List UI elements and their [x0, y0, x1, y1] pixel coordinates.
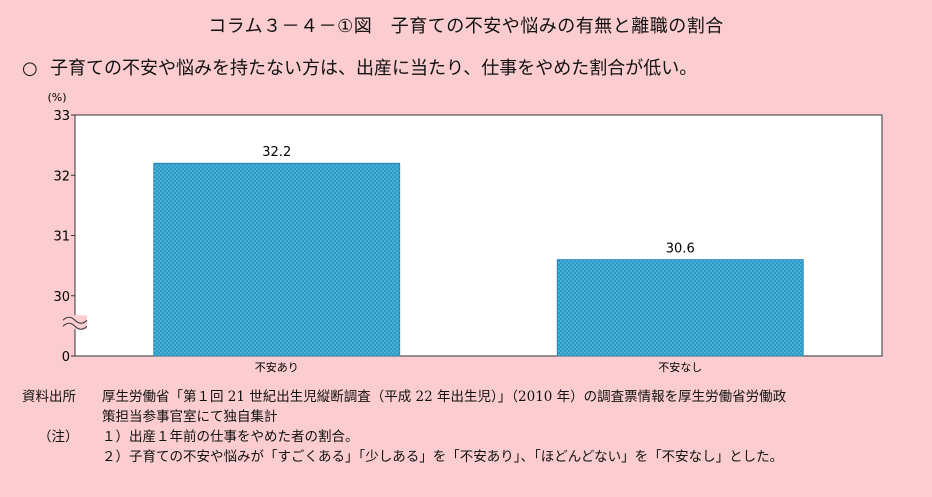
x-category-label: 不安なし [658, 360, 702, 374]
note-1: １）出産１年前の仕事をやめた者の割合。 [102, 429, 359, 445]
axis-break-gap [61, 315, 87, 330]
subtitle-marker: ○ [22, 58, 38, 79]
y-tick-label: 0 [62, 350, 70, 365]
note-2: ２）子育ての不安や悩みが「すごくある」「少しある」を「不安あり」、「ほどんどない… [102, 449, 784, 465]
bar-chart: 0 30 31 32 33 32.2 不安あり 30.6 不安なし (%) [47, 91, 883, 374]
axis-break-mark [62, 322, 88, 330]
note-label: （注） [38, 429, 79, 445]
subtitle-text: 子育ての不安や悩みを持たない方は、出産に当たり、仕事をやめた割合が低い。 [50, 58, 698, 79]
bar [556, 259, 804, 357]
chart-subtitle: ○ 子育ての不安や悩みを持たない方は、出産に当たり、仕事をやめた割合が低い。 [22, 54, 697, 80]
y-tick-label: 32 [53, 169, 70, 184]
y-tick-label: 31 [53, 230, 70, 245]
source-text-line2: 策担当参事官室にて独自集計 [102, 409, 278, 425]
y-tick-label: 30 [53, 290, 70, 305]
y-tick-label: 33 [53, 109, 70, 124]
notes-section: 資料出所 厚生労働省「第１回 21 世紀出生児縦断調査（平成 22 年出生児）」（… [22, 387, 922, 467]
data-label: 32.2 [262, 145, 291, 160]
axis-break-mark [62, 316, 88, 324]
x-category-label: 不安あり [255, 360, 299, 374]
chart-title: コラム３－４－①図 子育ての不安や悩みの有無と離職の割合 [208, 16, 724, 37]
source-label: 資料出所 [22, 389, 76, 405]
data-label: 30.6 [666, 242, 695, 257]
source-text-line1: 厚生労働省「第１回 21 世紀出生児縦断調査（平成 22 年出生児）」（2010… [102, 389, 787, 405]
bar [153, 162, 401, 357]
y-axis-unit-label: (%) [47, 91, 66, 104]
